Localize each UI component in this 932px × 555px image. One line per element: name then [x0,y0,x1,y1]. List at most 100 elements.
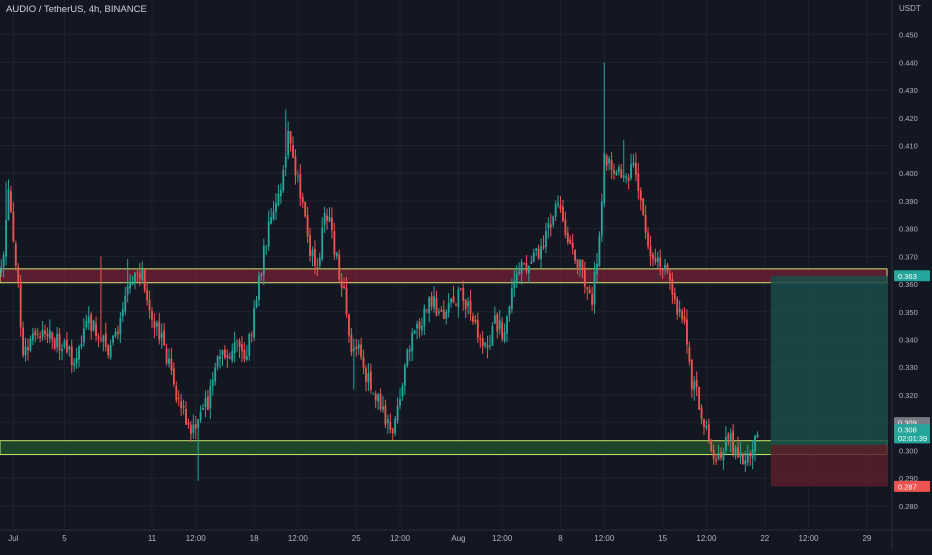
resistance-zone[interactable] [0,268,888,284]
candle-body [185,409,187,425]
candle-body [610,159,613,170]
symbol-title: AUDIO / TetherUS, 4h, BINANCE [6,4,147,15]
candle-body [367,373,370,383]
candle-body [148,299,151,311]
candle-body [654,258,657,262]
x-tick-label: 15 [658,534,667,543]
candle-body [542,245,545,248]
candle-body [737,447,739,458]
candle-body [97,336,100,339]
candle-body [399,398,401,406]
candle-body [301,196,304,203]
candle-body [710,440,713,452]
candle-body [287,130,290,156]
candle-body [360,344,363,358]
candle-body [734,447,737,456]
candle-body [102,335,105,342]
candle-body [44,330,46,335]
candle-body [493,315,496,324]
candle-body [600,201,603,236]
candle-body [608,158,611,164]
y-tick-label: 0.360 [899,280,918,289]
candle-body [187,422,190,425]
candle-body [651,254,654,260]
candle-body [214,367,217,382]
candle-body [537,248,540,259]
y-tick-label: 0.320 [899,391,918,400]
candle-body [53,339,56,349]
candle-body [476,319,479,338]
candle-body [114,332,117,337]
candle-body [129,282,132,289]
candle-body [19,284,22,328]
candle-body [700,407,703,420]
candle-body [70,346,73,365]
candle-body [31,333,34,341]
candle-body [686,319,688,345]
candle-body [177,397,180,400]
candle-body [151,310,153,321]
candle-body [2,254,5,268]
candle-body [350,334,353,353]
candle-body [588,289,591,293]
time-axis[interactable]: Jul 5 11 12:00 18 12:00 25 12:00 Aug 12:00 8 12:00 1… [0,529,932,543]
candle-body [450,298,453,303]
candle-body [472,315,474,322]
candle-body [642,198,645,215]
candle-body [355,346,358,349]
candle-body [605,155,608,166]
candle-body [340,280,343,288]
candle-body [506,316,508,334]
price-label-text: 02:01:39 [898,434,927,443]
candle-body [440,309,443,312]
candle-body [598,235,601,267]
candle-body [452,296,455,303]
candle-body [10,191,12,212]
candle-body [209,386,212,409]
candle-body [447,303,450,313]
candle-body [331,217,333,231]
candle-body [80,343,83,347]
candle-body [14,243,17,266]
candle-body [165,348,168,364]
candle-body [574,250,577,261]
candle-body [338,254,341,280]
support-zone[interactable] [0,440,888,456]
candle-body [530,261,533,264]
position-target-area[interactable] [770,275,888,445]
y-tick-label: 0.410 [899,142,918,151]
candle-body [625,176,628,179]
x-tick-label: 12:00 [288,534,309,543]
candle-body [241,344,243,352]
candle-body [216,356,219,367]
candle-body [523,262,525,264]
position-stop-area[interactable] [770,444,888,487]
candle-body [498,320,501,330]
price-label-box [894,424,930,436]
candle-body [647,233,649,247]
candle-body [90,314,93,331]
candle-body [141,269,144,281]
candle-body [299,173,302,199]
x-tick-label: 12:00 [594,534,615,543]
candle-body [581,259,584,271]
candle-body [160,332,163,339]
candle-body [39,336,42,339]
y-tick-label: 0.300 [899,446,918,455]
candle-body [58,333,61,351]
candle-body [576,259,579,270]
candle-body [459,288,462,290]
candle-body [751,449,754,459]
candle-body [671,279,674,295]
candle-body [0,266,3,273]
currency-label: USDT [899,4,921,13]
candle-body [56,333,59,348]
position-tool[interactable] [770,275,888,487]
candle-body [394,418,397,434]
candle-body [245,355,248,361]
candle-body [321,227,324,260]
candle-body [289,131,292,144]
candle-body [693,381,696,391]
